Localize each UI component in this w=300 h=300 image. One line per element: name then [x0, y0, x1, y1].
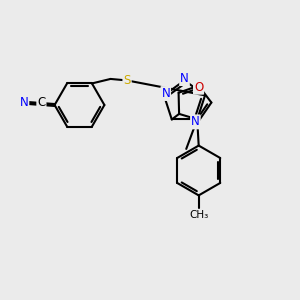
Text: CH₃: CH₃ — [189, 210, 208, 220]
Text: N: N — [20, 96, 28, 109]
Text: N: N — [161, 87, 170, 100]
Text: S: S — [123, 74, 131, 87]
Text: N: N — [180, 72, 189, 85]
Text: N: N — [191, 116, 200, 128]
Text: O: O — [194, 81, 203, 94]
Text: C: C — [37, 96, 46, 109]
